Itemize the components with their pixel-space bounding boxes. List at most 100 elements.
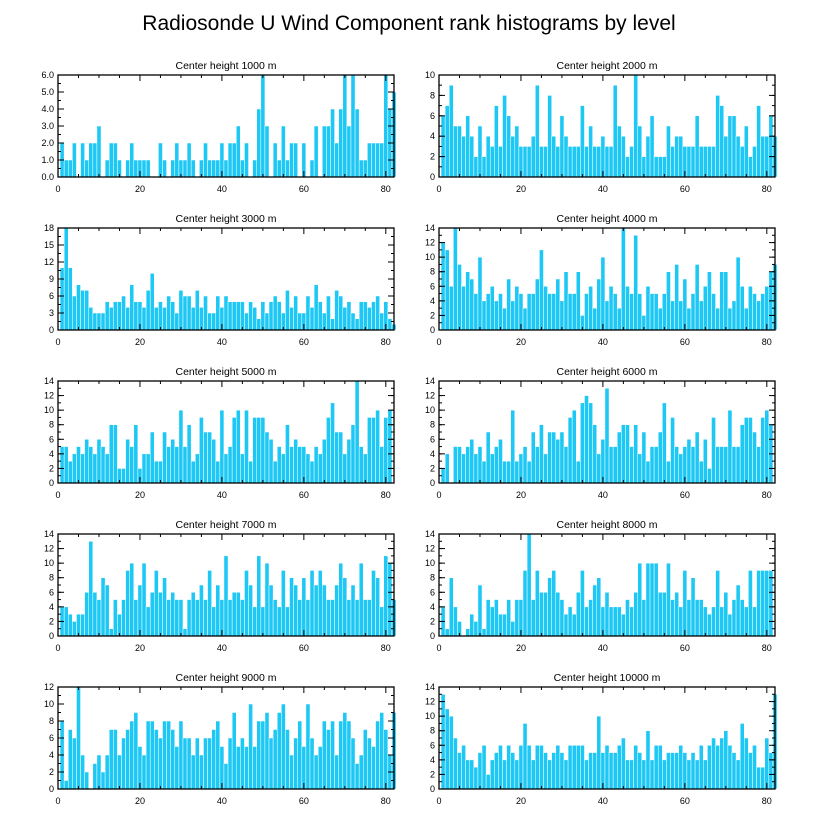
histogram-bar — [223, 159, 229, 178]
histogram-bar — [465, 115, 470, 178]
histogram-bar — [72, 737, 77, 790]
histogram-bar — [502, 95, 507, 178]
x-tick-label: 20 — [135, 643, 145, 653]
histogram-bar — [383, 729, 389, 790]
histogram-bar — [649, 562, 655, 637]
x-tick-label: 0 — [436, 643, 441, 653]
histogram-bar — [256, 108, 262, 178]
histogram-bar — [711, 737, 716, 790]
histogram-bar — [88, 446, 94, 484]
histogram-bar — [666, 271, 671, 331]
histogram-bar — [326, 125, 331, 178]
histogram-bar — [645, 562, 651, 637]
histogram-bar — [678, 135, 684, 178]
histogram-bar — [719, 271, 725, 331]
y-tick-label: 12 — [44, 682, 54, 692]
histogram-bar — [67, 267, 73, 331]
histogram-bar — [756, 570, 761, 637]
x-tick-label: 60 — [299, 490, 309, 500]
histogram-bar — [604, 300, 610, 331]
histogram-bar — [149, 720, 155, 790]
histogram-bar — [555, 745, 561, 790]
histogram-bar — [80, 290, 85, 331]
y-tick-label: 10 — [425, 70, 435, 80]
histogram-bar — [80, 613, 85, 637]
x-tick-label: 60 — [680, 490, 690, 500]
histogram-bar — [350, 737, 356, 790]
histogram-bar — [649, 293, 655, 331]
histogram-bar — [535, 745, 540, 790]
y-tick-label: 14 — [425, 376, 435, 386]
histogram-bar — [510, 300, 516, 331]
histogram-bar — [231, 142, 237, 178]
histogram-bar — [666, 460, 671, 484]
histogram-bar — [592, 584, 598, 637]
histogram-bar — [657, 307, 663, 331]
histogram-panel: Center height 5000 m 0 20 40 60 80 0 2 4 6 8 10 12 14 — [44, 366, 395, 500]
histogram-bar — [457, 264, 462, 331]
histogram-bar — [141, 307, 147, 331]
histogram-bar — [727, 745, 733, 790]
histogram-bar — [309, 570, 315, 637]
histogram-bar — [612, 84, 618, 178]
histogram-bar — [330, 720, 335, 790]
histogram-bar — [715, 95, 720, 178]
histogram-bar — [707, 468, 712, 484]
histogram-bar — [199, 307, 204, 331]
histogram-bar — [256, 720, 262, 790]
histogram-bar — [498, 293, 503, 331]
histogram-bar — [756, 446, 761, 484]
histogram-bar — [133, 712, 139, 790]
histogram-bar — [84, 771, 89, 790]
histogram-bar — [637, 453, 643, 484]
histogram-bar — [592, 752, 598, 790]
histogram-bar — [317, 570, 323, 637]
histogram-bar — [170, 592, 176, 637]
histogram-bar — [117, 613, 122, 637]
histogram-bar — [657, 745, 663, 790]
histogram-bar — [186, 295, 192, 331]
panel-title: Center height 2000 m — [557, 60, 658, 72]
histogram-bar — [182, 159, 188, 178]
histogram-bar — [596, 715, 602, 790]
histogram-bar — [494, 446, 499, 484]
histogram-bar — [612, 606, 618, 637]
histogram-bar — [195, 453, 200, 484]
histogram-bar — [498, 745, 503, 790]
histogram-bar — [293, 584, 298, 637]
histogram-bar — [186, 142, 192, 178]
histogram-bar — [473, 453, 479, 484]
histogram-bar — [694, 431, 700, 484]
histogram-panel: Center height 10000 m 0 20 40 60 80 0 2 4 6 8 10 12 1… — [425, 672, 778, 806]
y-tick-label: 0 — [430, 478, 435, 488]
histogram-bar — [485, 774, 491, 790]
histogram-bar — [84, 290, 89, 331]
histogram-bar — [203, 431, 208, 484]
histogram-bar — [444, 453, 450, 484]
histogram-bar — [223, 453, 229, 484]
histogram-bar — [604, 745, 610, 790]
histogram-bar — [313, 284, 319, 331]
histogram-bar — [731, 599, 737, 637]
histogram-bar — [571, 293, 577, 331]
y-tick-label: 6 — [49, 733, 54, 743]
histogram-bar — [158, 460, 163, 484]
x-tick-label: 80 — [381, 796, 391, 806]
histogram-bar — [313, 446, 319, 484]
histogram-bar — [195, 737, 200, 790]
histogram-bar — [158, 142, 163, 178]
histogram-bar — [358, 754, 364, 790]
histogram-bar — [96, 439, 102, 484]
y-tick-label: 4 — [430, 449, 435, 459]
histogram-bar — [244, 312, 249, 331]
histogram-bar — [305, 703, 311, 790]
histogram-bar — [764, 737, 770, 790]
histogram-bar — [752, 606, 757, 637]
histogram-bar — [125, 307, 130, 331]
histogram-bar — [268, 439, 274, 484]
histogram-bar — [698, 300, 704, 331]
histogram-bar — [608, 752, 614, 790]
histogram-bar — [719, 606, 725, 637]
histogram-bar — [297, 446, 303, 484]
histogram-bar — [305, 295, 311, 331]
